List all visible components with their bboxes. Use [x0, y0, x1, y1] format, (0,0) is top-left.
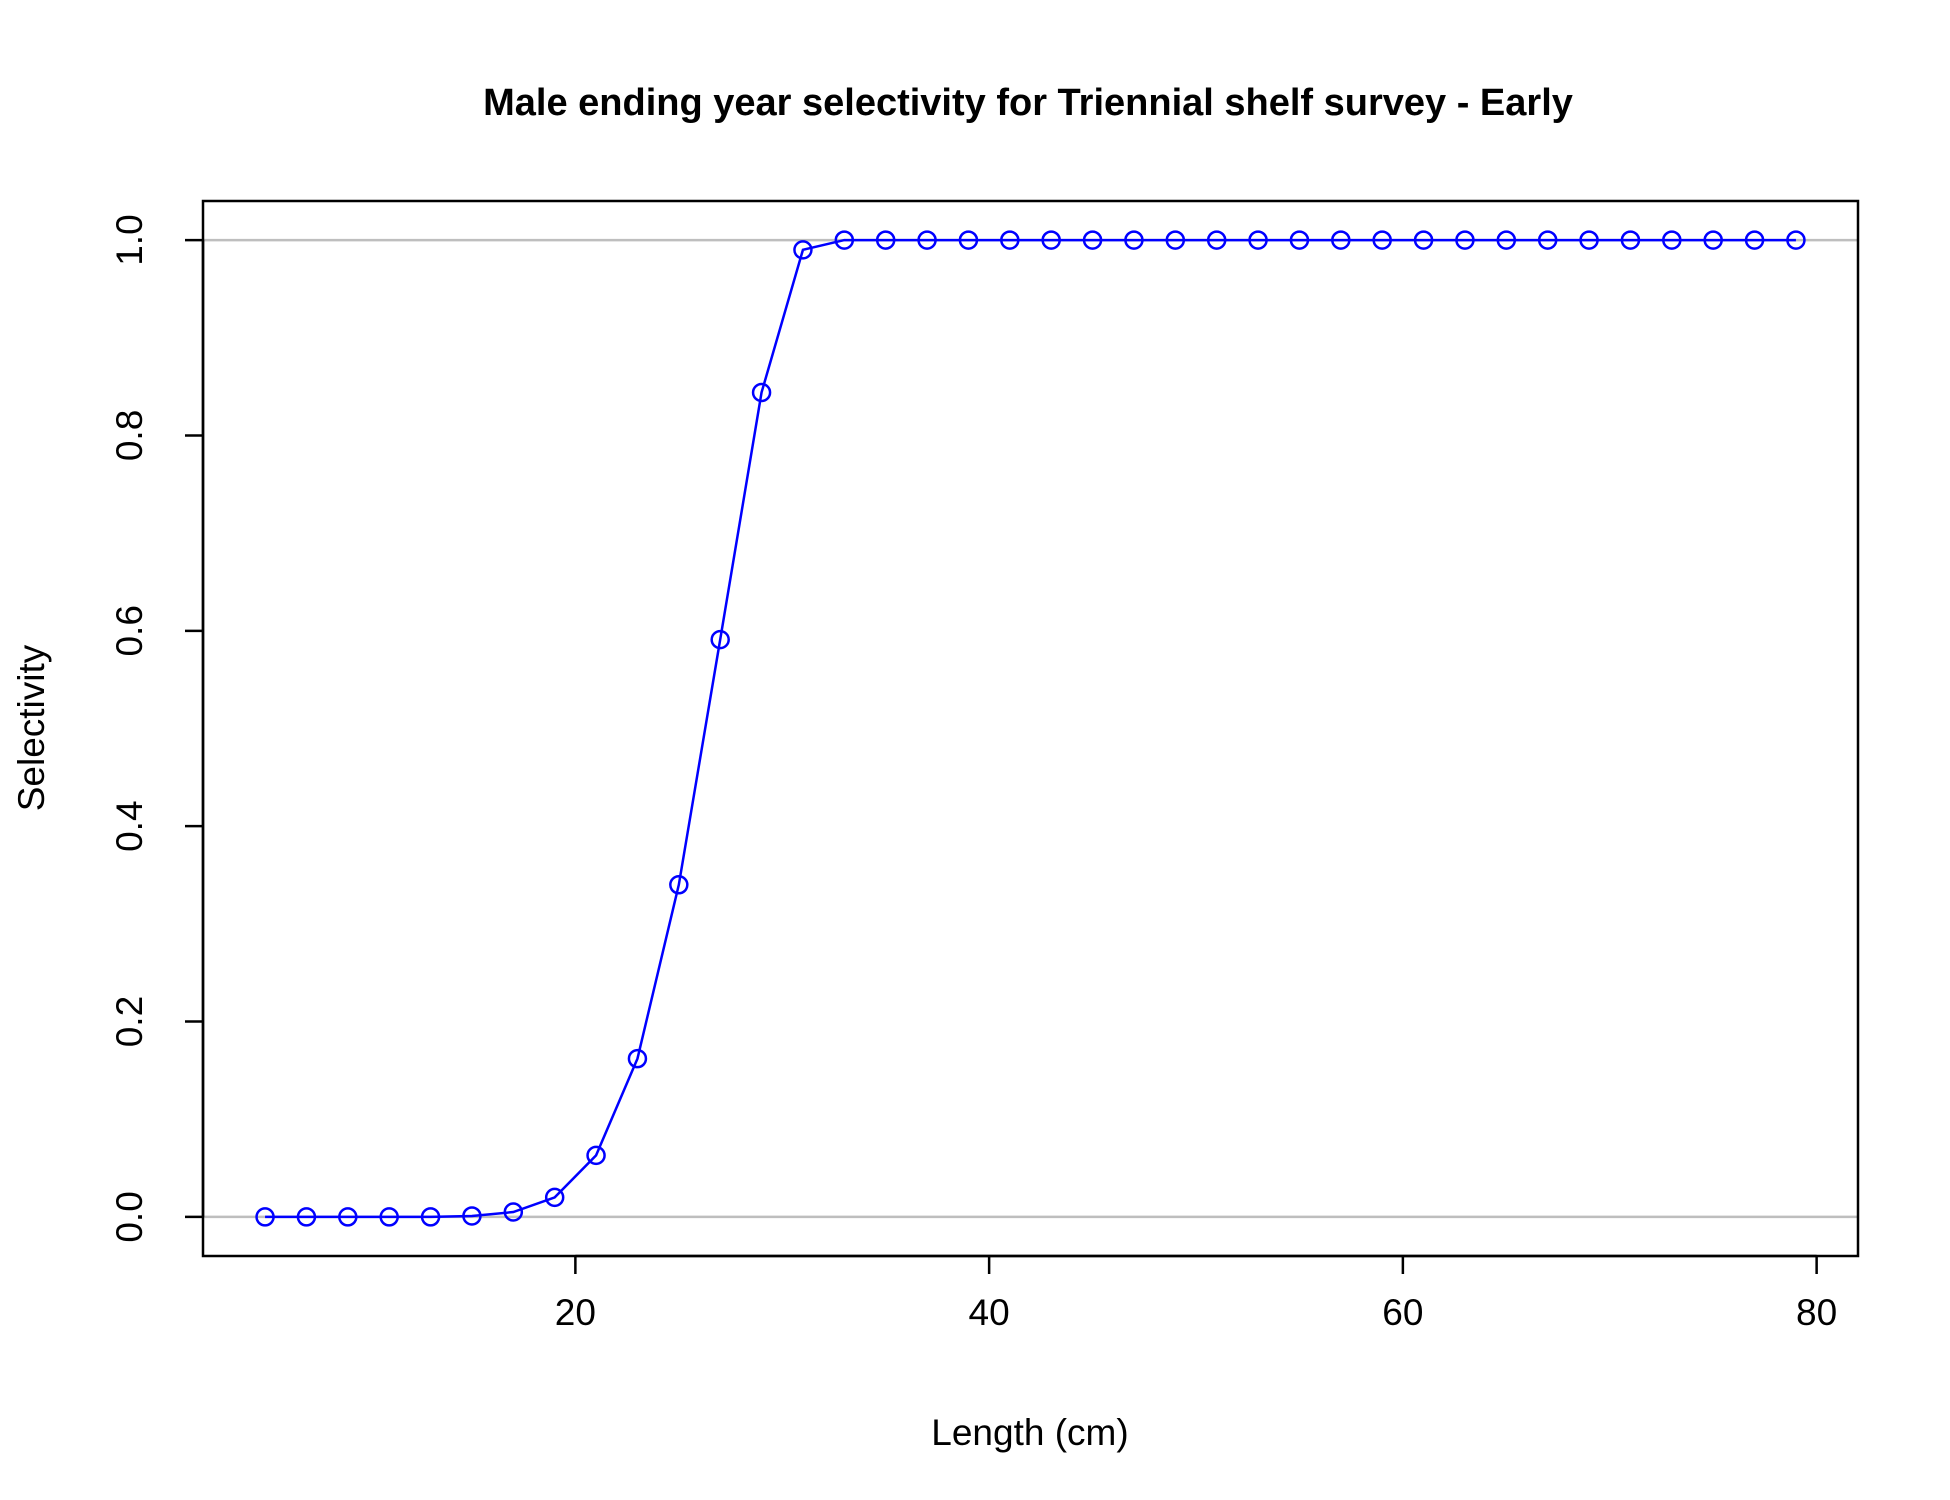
- y-axis: 0.0 0.2 0.4 0.6 0.8 1.0: [109, 214, 205, 1243]
- y-tick-label: 0.4: [109, 800, 150, 851]
- data-point: [1000, 230, 1020, 250]
- data-point: [1744, 230, 1765, 250]
- y-tick-label: 0.6: [109, 605, 150, 656]
- data-point: [751, 382, 772, 403]
- data-point: [462, 1206, 482, 1226]
- data-point: [1124, 230, 1144, 250]
- series-layer: [255, 230, 1806, 1227]
- data-point: [1206, 230, 1227, 250]
- data-point: [1165, 230, 1186, 250]
- y-tick-label: 1.0: [109, 214, 150, 265]
- data-point: [1289, 230, 1310, 250]
- data-point: [1620, 230, 1641, 250]
- data-point: [338, 1207, 358, 1227]
- y-tick-label: 0.2: [109, 996, 150, 1047]
- data-point: [669, 875, 689, 895]
- data-point: [793, 240, 813, 260]
- data-point: [1082, 230, 1103, 250]
- x-tick-label: 20: [555, 1292, 596, 1333]
- data-point: [1496, 230, 1517, 250]
- data-point: [710, 629, 730, 650]
- data-point: [627, 1048, 648, 1069]
- data-point: [1413, 230, 1434, 250]
- x-axis: 20 40 60 80: [555, 1254, 1837, 1333]
- data-point: [296, 1207, 317, 1227]
- data-point: [958, 230, 979, 250]
- data-point: [544, 1187, 565, 1208]
- data-point: [1537, 230, 1558, 250]
- chart-title: Male ending year selectivity for Trienni…: [483, 82, 1573, 124]
- data-point: [420, 1207, 441, 1227]
- data-point: [1455, 230, 1475, 250]
- y-tick-label: 0.8: [109, 410, 150, 461]
- data-point: [503, 1202, 524, 1222]
- data-point: [1662, 230, 1682, 250]
- data-point: [586, 1145, 606, 1166]
- data-point: [1331, 230, 1351, 250]
- y-axis-label: Selectivity: [11, 644, 52, 811]
- data-point: [1041, 230, 1061, 250]
- x-axis-label: Length (cm): [931, 1412, 1128, 1453]
- data-point: [379, 1207, 399, 1227]
- data-point: [834, 230, 855, 250]
- data-point: [1248, 230, 1268, 250]
- x-tick-label: 80: [1796, 1292, 1837, 1333]
- data-point: [875, 230, 896, 250]
- data-point: [1579, 230, 1599, 250]
- data-point: [917, 230, 937, 250]
- x-tick-label: 60: [1382, 1292, 1423, 1333]
- y-tick-label: 0.0: [109, 1191, 150, 1242]
- x-tick-label: 40: [969, 1292, 1010, 1333]
- data-point: [1372, 230, 1392, 250]
- data-point: [1703, 230, 1723, 250]
- data-point: [1786, 230, 1806, 250]
- data-point: [255, 1207, 275, 1227]
